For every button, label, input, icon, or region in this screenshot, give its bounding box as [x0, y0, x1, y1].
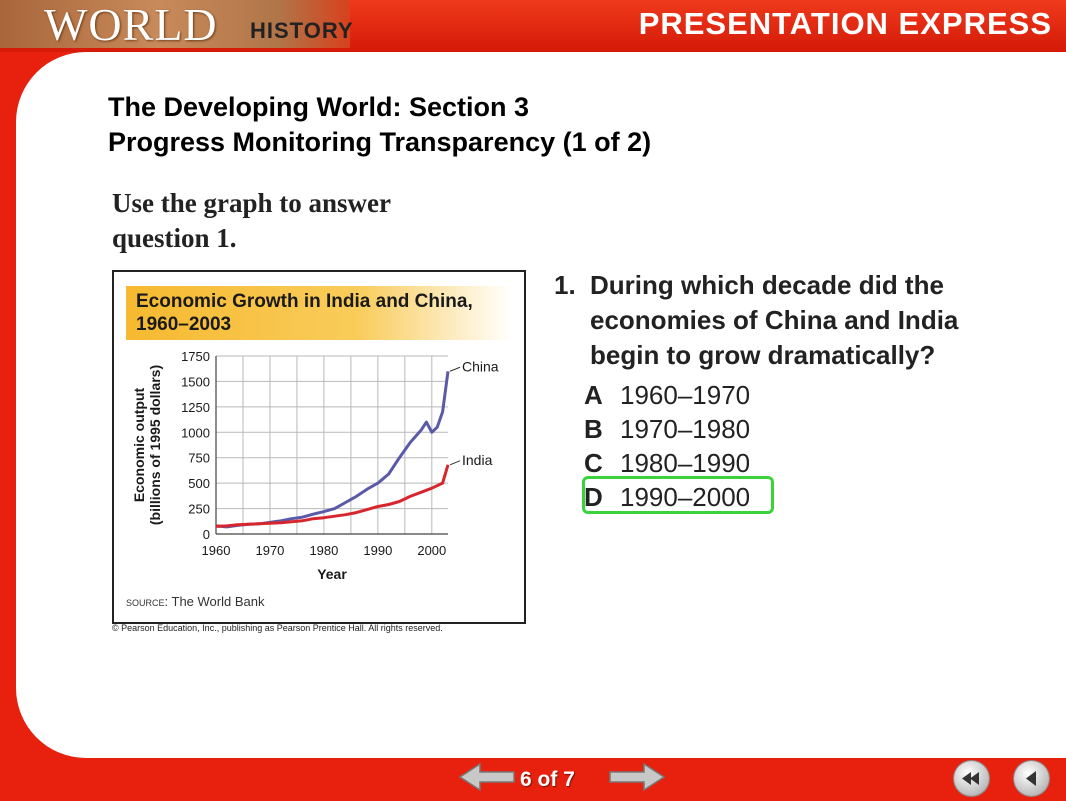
option-c[interactable]: C 1980–1990 [584, 448, 750, 482]
y-tick-label: 1000 [181, 425, 210, 440]
chart-title: Economic Growth in India and China, 1960… [136, 290, 496, 336]
series-line-china [215, 371, 450, 529]
chart-title-band: Economic Growth in India and China, 1960… [126, 286, 512, 340]
y-tick-label: 1750 [181, 349, 210, 364]
y-tick-label: 750 [188, 451, 210, 466]
chart-title-line2: 1960–2003 [136, 314, 232, 335]
x-tick-label: 1970 [255, 543, 284, 558]
option-text: 1970–1980 [620, 414, 751, 444]
y-tick-label: 250 [188, 502, 210, 517]
y-tick-label: 500 [188, 476, 210, 491]
y-axis-label-line1: Economic output [131, 388, 147, 503]
series-leader-india [449, 460, 461, 466]
option-a[interactable]: A 1960–1970 [584, 380, 750, 414]
chart-title-line1: Economic Growth in India and China, [136, 291, 473, 312]
line-chart: 0 250 500 750 1000 1250 1500 1750 1960 1970 1980 19… [131, 349, 499, 582]
series-label-china: China [462, 358, 499, 374]
rewind-icon [962, 772, 979, 785]
copyright-notice: © Pearson Education, Inc., publishing as… [112, 623, 443, 633]
slide-panel: The Developing World: Section 3 Progress… [16, 52, 1066, 758]
x-axis-label: Year [317, 566, 347, 582]
y-tick-label: 1250 [181, 400, 210, 415]
y-axis-label-line2: (billions of 1995 dollars) [147, 365, 163, 525]
option-text: 1980–1990 [620, 448, 751, 478]
instruction-text: Use the graph to answer question 1. [112, 186, 391, 256]
option-d[interactable]: D 1990–2000 [582, 476, 774, 516]
back-button[interactable] [1014, 761, 1049, 796]
option-text: 1990–2000 [620, 482, 751, 512]
arrow-right-icon[interactable] [608, 762, 666, 792]
option-letter: D [584, 482, 603, 512]
question-number: 1. [554, 270, 576, 300]
rewind-button[interactable] [954, 761, 989, 796]
header-bar: WORLD HISTORY PRESENTATION EXPRESS [0, 0, 1066, 52]
y-tick-label: 0 [203, 527, 210, 542]
chart-figure: Economic Growth in India and China, 1960… [112, 270, 526, 624]
series-label-india: India [462, 452, 493, 468]
footer-bar: 6 of 7 [0, 758, 1066, 799]
product-title: PRESENTATION EXPRESS [638, 6, 1052, 41]
slide-title-line2: Progress Monitoring Transparency (1 of 2… [108, 127, 652, 157]
slide-title-line1: The Developing World: Section 3 [108, 92, 530, 122]
back-triangle-icon [1026, 771, 1036, 786]
x-tick-label: 2000 [417, 543, 446, 558]
instruction-line2: question 1. [112, 223, 237, 253]
slide-title: The Developing World: Section 3 Progress… [108, 90, 651, 160]
series-line-india [215, 464, 450, 528]
option-text: 1960–1970 [620, 380, 751, 410]
option-letter: A [584, 380, 603, 410]
option-b[interactable]: B 1970–1980 [584, 414, 750, 448]
x-tick-label: 1980 [309, 543, 338, 558]
option-letter: B [584, 414, 603, 444]
brand-logo: WORLD HISTORY [0, 0, 353, 50]
y-axis-label: Economic output (billions of 1995 dollars… [131, 365, 163, 525]
chart-source: Source: The World Bank [126, 594, 264, 609]
series-leader-china [449, 366, 461, 372]
instruction-line1: Use the graph to answer [112, 188, 391, 218]
question-text: During which decade did the economies of… [590, 270, 959, 370]
brand-world-text: WORLD [44, 0, 218, 50]
arrow-left-icon[interactable] [458, 762, 516, 792]
page-indicator: 6 of 7 [520, 768, 575, 791]
x-tick-label: 1960 [202, 543, 231, 558]
source-prefix: Source: [126, 594, 169, 609]
option-letter: C [584, 448, 603, 478]
x-tick-label: 1990 [363, 543, 392, 558]
source-text: The World Bank [168, 594, 265, 609]
answer-highlight [582, 476, 774, 514]
y-tick-label: 1500 [181, 374, 210, 389]
brand-history-text: HISTORY [250, 18, 354, 43]
